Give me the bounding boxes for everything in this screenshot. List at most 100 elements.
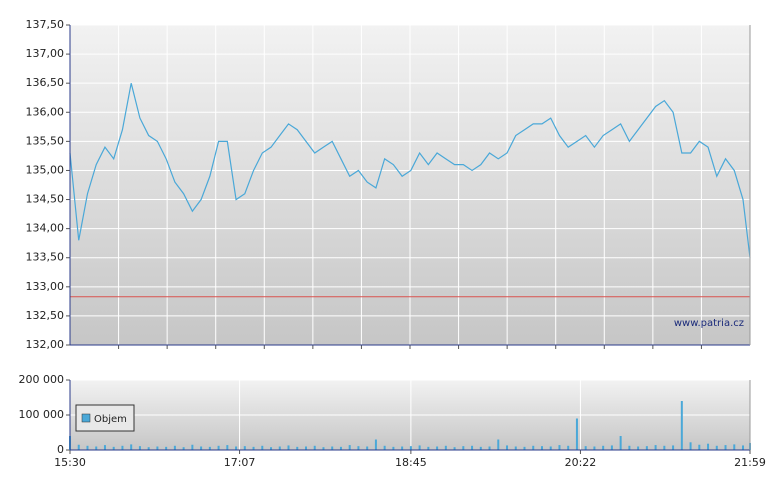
volume-bar [287, 445, 290, 450]
y-tick-label: 137,00 [26, 47, 65, 60]
volume-bar [680, 401, 683, 450]
volume-bar [130, 444, 133, 450]
volume-bar [217, 445, 220, 450]
volume-bar [86, 445, 89, 450]
y-tick-label: 200 000 [19, 373, 65, 386]
volume-bar [523, 446, 526, 450]
volume-bar [339, 446, 342, 450]
volume-bar [479, 446, 482, 450]
y-tick-label: 134,00 [26, 222, 65, 235]
volume-bar [724, 445, 727, 450]
volume-bar [366, 446, 369, 450]
volume-bar [409, 446, 412, 450]
volume-bar [532, 445, 535, 450]
volume-bar [191, 444, 194, 450]
volume-bar [392, 446, 395, 450]
volume-bar [427, 446, 430, 450]
y-tick-label: 132,00 [26, 338, 65, 351]
volume-bar [453, 447, 456, 450]
volume-bar [296, 446, 299, 450]
volume-bar [575, 418, 578, 450]
volume-bar [637, 446, 640, 450]
volume-bar [558, 445, 561, 450]
x-tick-label: 17:07 [224, 456, 256, 469]
volume-bar [322, 447, 325, 450]
y-tick-label: 135,50 [26, 134, 65, 147]
volume-bar [471, 445, 474, 450]
volume-bar [121, 445, 124, 450]
volume-bar [514, 446, 517, 450]
volume-bar [147, 447, 150, 450]
volume-bar [462, 446, 465, 450]
y-tick-label: 136,00 [26, 105, 65, 118]
volume-bar [602, 445, 605, 450]
volume-bar [304, 446, 307, 450]
y-tick-label: 133,00 [26, 280, 65, 293]
volume-bar [689, 442, 692, 450]
volume-bar [584, 446, 587, 450]
volume-bar [540, 446, 543, 450]
legend-label: Objem [94, 414, 127, 425]
y-tick-label: 133,50 [26, 251, 65, 264]
volume-bar [77, 444, 80, 450]
volume-bar [549, 446, 552, 450]
volume-bar [672, 445, 675, 450]
volume-bar [235, 446, 238, 450]
volume-bar [348, 445, 351, 450]
volume-bar [619, 436, 622, 450]
volume-bar [707, 443, 710, 450]
volume-bar [200, 446, 203, 450]
x-tick-label: 21:59 [734, 456, 766, 469]
volume-bar [401, 446, 404, 450]
volume-bar [698, 444, 701, 450]
volume-bar [733, 444, 736, 450]
volume-bar [715, 445, 718, 450]
volume-bar [138, 446, 141, 450]
volume-bar [645, 446, 648, 450]
volume-bar [261, 445, 264, 450]
volume-bar [418, 445, 421, 450]
volume-bar [208, 446, 211, 450]
y-tick-label: 135,00 [26, 163, 65, 176]
volume-bar [95, 446, 98, 450]
volume-bar [374, 439, 377, 450]
volume-bar [506, 445, 509, 450]
volume-bar [331, 446, 334, 450]
watermark: www.patria.cz [674, 318, 744, 329]
volume-bar [742, 445, 745, 450]
volume-bar [173, 445, 176, 450]
y-tick-label: 136,50 [26, 76, 65, 89]
volume-bar [654, 445, 657, 450]
volume-bar [226, 445, 229, 450]
volume-bar [165, 446, 168, 450]
volume-bar [313, 445, 316, 450]
volume-bar [663, 445, 666, 450]
volume-bar [278, 446, 281, 450]
volume-bar [436, 446, 439, 450]
y-tick-label: 0 [57, 443, 64, 456]
x-tick-label: 18:45 [395, 456, 427, 469]
volume-bar [593, 446, 596, 450]
x-tick-label: 15:30 [54, 456, 86, 469]
y-tick-label: 132,50 [26, 309, 65, 322]
volume-bar [444, 445, 447, 450]
volume-bar [567, 445, 570, 450]
x-tick-label: 20:22 [565, 456, 597, 469]
volume-bar [628, 445, 631, 450]
y-tick-label: 134,50 [26, 193, 65, 206]
volume-bar [182, 447, 185, 450]
volume-bar [497, 439, 500, 450]
y-tick-label: 100 000 [19, 408, 65, 421]
y-tick-label: 137,50 [26, 18, 65, 31]
legend-swatch [81, 413, 91, 423]
volume-bar [112, 446, 115, 450]
volume-bar [270, 447, 273, 450]
volume-bar [383, 445, 386, 450]
volume-bar [610, 445, 613, 450]
volume-bar [103, 445, 106, 450]
volume-bar [252, 446, 255, 450]
volume-bar [156, 446, 159, 450]
volume-bar [243, 446, 246, 450]
volume-bar [488, 446, 491, 450]
